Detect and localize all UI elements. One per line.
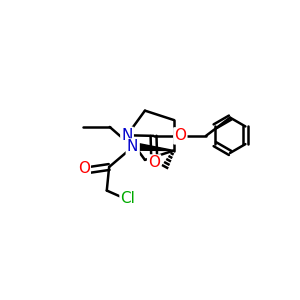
Text: Cl: Cl [121,191,135,206]
Text: O: O [148,155,160,170]
Text: N: N [127,140,138,154]
Text: N: N [121,128,133,143]
Text: O: O [174,128,186,143]
Text: O: O [78,161,90,176]
Text: N: N [127,140,138,154]
Polygon shape [139,144,174,151]
